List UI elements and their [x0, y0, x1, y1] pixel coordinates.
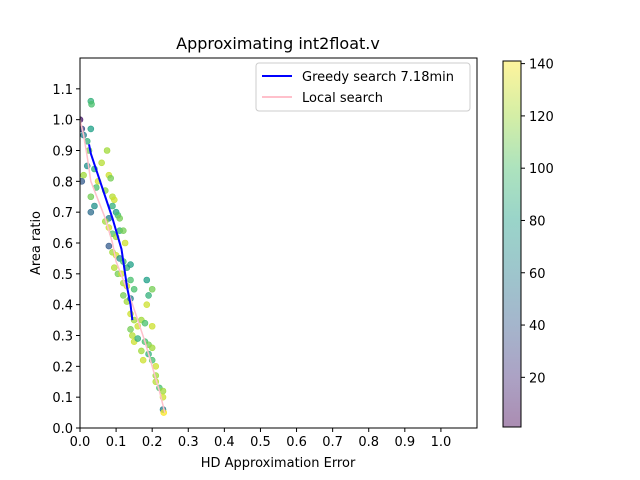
y-axis-label: Area ratio [29, 211, 44, 275]
colorbar-gradient [502, 60, 522, 428]
y-tick-label: 0.7 [52, 206, 73, 221]
greedy-search-line [88, 144, 134, 321]
lines-layer [80, 119, 166, 413]
y-tick-label: 0.5 [52, 268, 73, 283]
colorbar-tick-label: 100 [529, 162, 554, 177]
scatter-point [129, 332, 136, 339]
x-tick-label: 0.3 [178, 435, 199, 450]
x-tick-label: 1.0 [431, 435, 452, 450]
x-tick-label: 0.1 [106, 435, 127, 450]
scatter-point [107, 174, 114, 182]
scatter-point [139, 356, 147, 364]
scatter-point [127, 276, 134, 284]
y-tick-label: 0.2 [52, 360, 73, 375]
x-tick-label: 0.7 [322, 435, 343, 450]
scatter-point [127, 261, 134, 268]
scatter-point [148, 344, 156, 352]
colorbar-tick-label: 140 [529, 58, 554, 73]
scatter-point [159, 387, 167, 395]
x-tick-label: 0.0 [70, 435, 91, 450]
y-tick-label: 0.6 [52, 237, 73, 252]
scatter-point [120, 292, 127, 299]
legend-label-local: Local search [302, 91, 383, 106]
scatter-point [80, 171, 87, 179]
y-tick-label: 0.1 [52, 391, 73, 406]
scatter-point [87, 208, 95, 216]
scatter-point [141, 319, 149, 327]
x-tick-label: 0.2 [142, 435, 163, 450]
scatter-point [138, 347, 145, 355]
scatter-point [143, 301, 151, 308]
colorbar-ticks: 20 40 60 80 100 120 140 [521, 58, 554, 386]
x-axis-ticks: 0.0 0.1 0.2 0.3 0.4 0.5 0.6 0.7 0.8 0.9 1.0 [70, 428, 452, 450]
y-tick-label: 0.0 [52, 422, 73, 437]
x-tick-label: 0.4 [214, 435, 235, 450]
y-axis-ticks: 0.0 0.1 0.2 0.3 0.4 0.5 0.6 0.7 0.8 0.9 1.0 1.1 [52, 83, 80, 437]
colorbar-tick-label: 120 [529, 110, 554, 125]
legend: Greedy search 7.18min Local search [255, 62, 471, 112]
scatter-point [110, 196, 118, 204]
x-axis-label: HD Approximation Error [201, 456, 356, 471]
scatter-point [91, 202, 98, 210]
legend-box [255, 62, 471, 112]
plot-area [80, 58, 477, 428]
scatter-point [121, 239, 129, 247]
scatter-point [152, 363, 160, 370]
x-tick-label: 0.6 [286, 435, 307, 450]
scatter-point [145, 292, 152, 299]
colorbar-tick-label: 20 [529, 371, 546, 386]
scatter-point [87, 125, 95, 133]
scatter-point [80, 178, 86, 185]
y-tick-label: 0.8 [52, 175, 73, 190]
scatter-point [88, 100, 95, 108]
colorbar-tick-label: 80 [529, 214, 546, 229]
scatter-point [148, 285, 156, 293]
scatter-point [116, 215, 123, 222]
chart-title: Approximating int2float.v [176, 34, 380, 53]
scatter-point [87, 193, 95, 201]
scatter-point [98, 159, 105, 167]
scatter-point [103, 147, 111, 154]
y-tick-label: 0.9 [52, 145, 73, 160]
scatter-point [148, 322, 156, 330]
colorbar-tick-label: 60 [529, 267, 546, 282]
local-search-line [80, 119, 166, 413]
scatter-point [134, 335, 142, 342]
scatter-point [120, 227, 127, 234]
legend-label-greedy: Greedy search 7.18min [302, 70, 454, 85]
x-tick-label: 0.5 [250, 435, 271, 450]
y-tick-label: 0.4 [52, 299, 73, 314]
scatter-point [130, 285, 138, 293]
scatter-point [105, 242, 113, 250]
scatter-point [109, 202, 116, 210]
scatter-point [127, 326, 134, 333]
y-tick-label: 1.1 [52, 83, 73, 98]
y-tick-label: 0.3 [52, 330, 73, 345]
x-tick-label: 0.8 [358, 435, 379, 450]
colorbar: 20 40 60 80 100 120 140 [502, 58, 554, 428]
y-tick-label: 1.0 [52, 114, 73, 129]
x-tick-label: 0.9 [394, 435, 415, 450]
colorbar-tick-label: 40 [529, 319, 546, 334]
scatter-point [110, 264, 118, 271]
scatter-point [143, 276, 151, 284]
